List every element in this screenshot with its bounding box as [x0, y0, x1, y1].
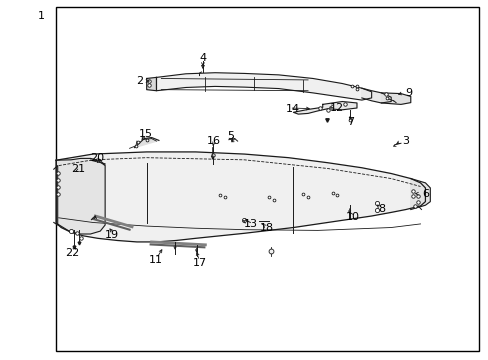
Text: 1: 1 — [38, 11, 45, 21]
Polygon shape — [293, 102, 356, 114]
Polygon shape — [381, 93, 410, 104]
Text: 4: 4 — [199, 53, 206, 63]
Text: 8: 8 — [377, 204, 384, 214]
Text: 20: 20 — [90, 153, 103, 163]
Text: 6: 6 — [421, 189, 428, 199]
Polygon shape — [146, 77, 156, 91]
Text: 21: 21 — [71, 164, 85, 174]
Text: 14: 14 — [285, 104, 299, 114]
Text: 17: 17 — [192, 258, 206, 268]
Text: 18: 18 — [259, 222, 273, 233]
Text: 2: 2 — [136, 76, 142, 86]
Polygon shape — [361, 88, 390, 103]
Polygon shape — [134, 138, 159, 148]
Text: 15: 15 — [139, 129, 152, 139]
Text: 19: 19 — [104, 230, 118, 240]
Text: 5: 5 — [227, 131, 234, 141]
Bar — [56, 7, 478, 351]
Polygon shape — [156, 73, 371, 100]
Polygon shape — [410, 179, 429, 210]
Text: 22: 22 — [65, 248, 80, 258]
Text: 16: 16 — [207, 136, 221, 146]
Polygon shape — [56, 158, 105, 234]
Text: 12: 12 — [329, 103, 343, 113]
Text: 13: 13 — [243, 219, 257, 229]
Text: 10: 10 — [346, 212, 359, 222]
Text: 3: 3 — [402, 136, 408, 146]
Text: 7: 7 — [347, 117, 354, 127]
Text: 9: 9 — [404, 88, 411, 98]
Text: 11: 11 — [148, 255, 162, 265]
Polygon shape — [56, 152, 425, 242]
